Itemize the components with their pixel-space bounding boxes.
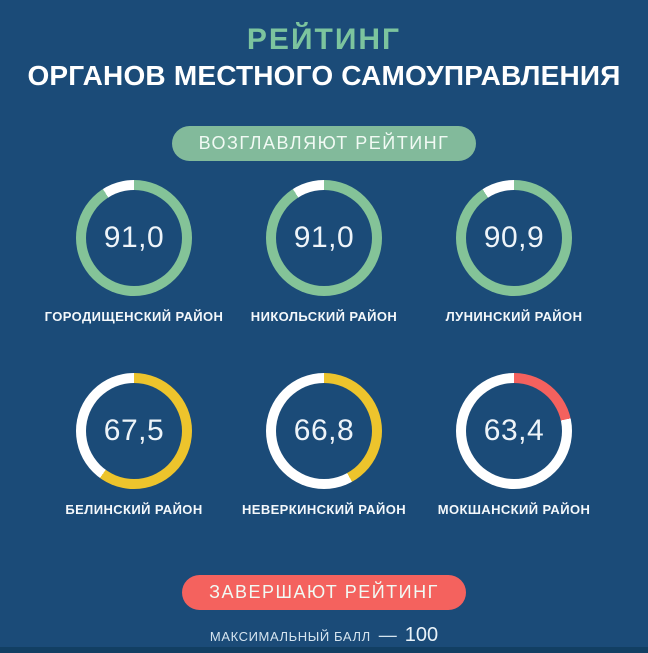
donut-gauge: 66,8	[266, 373, 382, 489]
bottom-badge: ЗАВЕРШАЮТ РЕЙТИНГ	[182, 575, 466, 610]
donut-gauge: 91,0	[266, 180, 382, 296]
max-score-note: МАКСИМАЛЬНЫЙ БАЛЛ — 100	[210, 624, 438, 647]
poster-subtitle: ОРГАНОВ МЕСТНОГО САМОУПРАВЛЕНИЯ	[27, 60, 621, 91]
rating-card: 90,9 ЛУНИНСКИЙ РАЙОН	[419, 180, 609, 325]
donut-gauge: 67,5	[76, 373, 192, 489]
donut-hole: 91,0	[86, 190, 182, 286]
rating-card: 91,0 ГОРОДИЩЕНСКИЙ РАЙОН	[39, 180, 229, 325]
trailers-row: 67,5 БЕЛИНСКИЙ РАЙОН 66,8 НЕВЕРКИНСКИЙ РАЙО…	[39, 373, 609, 518]
score-value: 63,4	[483, 414, 545, 447]
donut-hole: 67,5	[86, 383, 182, 479]
donut-hole: 66,8	[276, 383, 372, 479]
score-value: 66,8	[293, 414, 355, 447]
donut-hole: 91,0	[276, 190, 372, 286]
leaders-row: 91,0 ГОРОДИЩЕНСКИЙ РАЙОН 91,0 НИКОЛЬСКИЙ РА…	[39, 180, 609, 325]
district-label: МОКШАНСКИЙ РАЙОН	[437, 502, 591, 517]
donut-gauge: 90,9	[456, 180, 572, 296]
score-value: 91,0	[103, 221, 165, 254]
district-label: НЕВЕРКИНСКИЙ РАЙОН	[241, 502, 407, 517]
bottom-edge-strip	[0, 647, 648, 653]
score-value: 91,0	[293, 221, 355, 254]
rating-card: 66,8 НЕВЕРКИНСКИЙ РАЙОН	[229, 373, 419, 518]
max-score-dash: —	[378, 625, 397, 645]
district-label: НИКОЛЬСКИЙ РАЙОН	[250, 309, 398, 324]
max-score-value: 100	[404, 624, 439, 646]
donut-gauge: 63,4	[456, 373, 572, 489]
top-badge: ВОЗГЛАВЛЯЮТ РЕЙТИНГ	[171, 126, 477, 161]
donut-hole: 63,4	[466, 383, 562, 479]
district-label: ГОРОДИЩЕНСКИЙ РАЙОН	[44, 309, 224, 324]
donut-gauge: 91,0	[76, 180, 192, 296]
poster-title: РЕЙТИНГ	[246, 23, 402, 56]
district-label: ЛУНИНСКИЙ РАЙОН	[445, 309, 583, 324]
score-value: 90,9	[483, 221, 545, 254]
rating-card: 91,0 НИКОЛЬСКИЙ РАЙОН	[229, 180, 419, 325]
score-value: 67,5	[103, 414, 165, 447]
rating-card: 63,4 МОКШАНСКИЙ РАЙОН	[419, 373, 609, 518]
district-label: БЕЛИНСКИЙ РАЙОН	[65, 502, 203, 517]
rating-card: 67,5 БЕЛИНСКИЙ РАЙОН	[39, 373, 229, 518]
donut-hole: 90,9	[466, 190, 562, 286]
max-score-label: МАКСИМАЛЬНЫЙ БАЛЛ	[209, 629, 371, 644]
